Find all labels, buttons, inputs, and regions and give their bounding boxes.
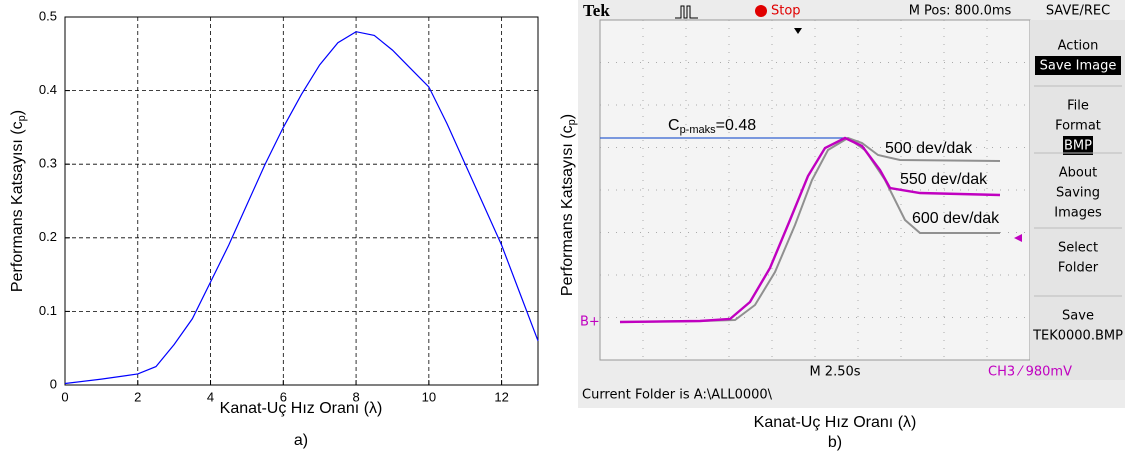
caption: b) bbox=[828, 434, 842, 451]
oscilloscope: Tek Stop M Pos: 800.0ms SAVE/REC Action S… bbox=[578, 0, 1125, 408]
menu-text: Save bbox=[1062, 309, 1094, 324]
y-tick-label: 0.4 bbox=[39, 82, 57, 97]
menu-text: Select bbox=[1058, 241, 1098, 256]
x-tick-label: 0 bbox=[61, 389, 68, 404]
menu-selected: Save Image bbox=[1040, 59, 1117, 74]
y-tick-label: 0 bbox=[50, 376, 57, 391]
status: Stop bbox=[771, 4, 801, 19]
x-tick-label: 12 bbox=[494, 389, 508, 404]
position: M Pos: 800.0ms bbox=[909, 4, 1012, 19]
menu-text: Action bbox=[1058, 39, 1099, 54]
plot-frame bbox=[65, 17, 538, 385]
menu-text: Saving bbox=[1056, 186, 1100, 201]
y-tick-label: 0.3 bbox=[39, 156, 57, 171]
annotation-sub: p-maks bbox=[680, 124, 717, 136]
timebase: M 2.50s bbox=[809, 365, 860, 380]
menu-selected: BMP bbox=[1064, 139, 1092, 154]
caption: a) bbox=[294, 432, 308, 449]
y-tick-label: 0.5 bbox=[39, 8, 57, 23]
menu-text: TEK0000.BMP bbox=[1032, 329, 1123, 344]
menu-text: Images bbox=[1054, 206, 1102, 221]
x-axis-label: Kanat-Uç Hız Oranı (λ) bbox=[754, 414, 917, 431]
menu-text: File bbox=[1067, 99, 1089, 114]
menu-title: SAVE/REC bbox=[1046, 4, 1110, 19]
menu-text: Folder bbox=[1058, 261, 1099, 276]
speed-label: 600 dev/dak bbox=[912, 210, 1000, 227]
annotation-base: C bbox=[668, 117, 680, 134]
x-tick-label: 6 bbox=[280, 389, 287, 404]
x-tick-label: 4 bbox=[207, 389, 214, 404]
x-tick-label: 2 bbox=[134, 389, 141, 404]
y-tick-label: 0.1 bbox=[39, 303, 57, 318]
channel: CH3 ⁄ 980mV bbox=[988, 365, 1072, 380]
menu-text: About bbox=[1059, 166, 1097, 181]
menu-text: Format bbox=[1055, 119, 1101, 134]
annotation-value: =0.48 bbox=[716, 117, 757, 134]
x-tick-label: 8 bbox=[352, 389, 359, 404]
y-tick-label: 0.2 bbox=[39, 229, 57, 244]
brand: Tek bbox=[583, 1, 610, 20]
y-axis-label: Performans Katsayısı (cp) bbox=[9, 110, 28, 292]
curve bbox=[65, 32, 538, 384]
y-label-end: ) bbox=[9, 110, 26, 115]
speed-label: 500 dev/dak bbox=[885, 140, 973, 157]
speed-label: 550 dev/dak bbox=[900, 171, 988, 188]
y-label-end: ) bbox=[559, 114, 576, 119]
y-label-text: Performans Katsayısı (c bbox=[559, 125, 576, 296]
y-label-text: Performans Katsayısı (c bbox=[9, 121, 26, 292]
x-tick-label: 10 bbox=[422, 389, 436, 404]
figure: Kanat-Uç Hız Oranı (λ) a) Performans Kat… bbox=[0, 0, 1125, 460]
y-axis-label: Performans Katsayısı (cp) bbox=[559, 114, 578, 296]
folder: Current Folder is A:\ALL0000\ bbox=[582, 388, 773, 403]
stop-icon bbox=[755, 5, 767, 17]
channel-marker: B+ bbox=[580, 315, 600, 330]
